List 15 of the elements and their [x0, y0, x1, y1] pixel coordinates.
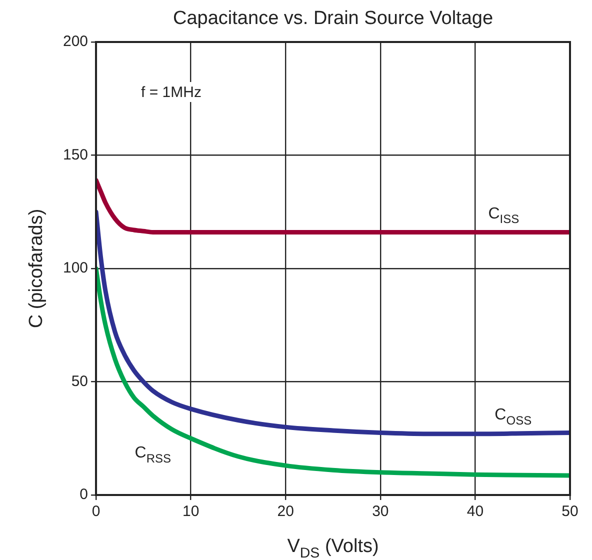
x-tick-label: 30	[372, 503, 389, 520]
x-tick-label: 40	[466, 503, 484, 520]
y-tick-label: 150	[62, 146, 88, 164]
x-tick-label: 0	[92, 503, 100, 520]
y-axis-title: C (picofarads)	[26, 208, 47, 328]
x-tick-label: 20	[277, 503, 294, 520]
annotation: f = 1MHz	[141, 84, 202, 101]
y-tick-label: 200	[62, 33, 88, 50]
x-tick-label: 50	[562, 503, 578, 520]
y-tick-label: 100	[62, 260, 88, 277]
chart-title: Capacitance vs. Drain Source Voltage	[173, 8, 494, 29]
y-tick-label: 50	[71, 372, 88, 390]
line-series	[96, 178, 570, 235]
y-tick-label: 0	[80, 486, 88, 504]
x-tick-label: 10	[182, 503, 200, 520]
